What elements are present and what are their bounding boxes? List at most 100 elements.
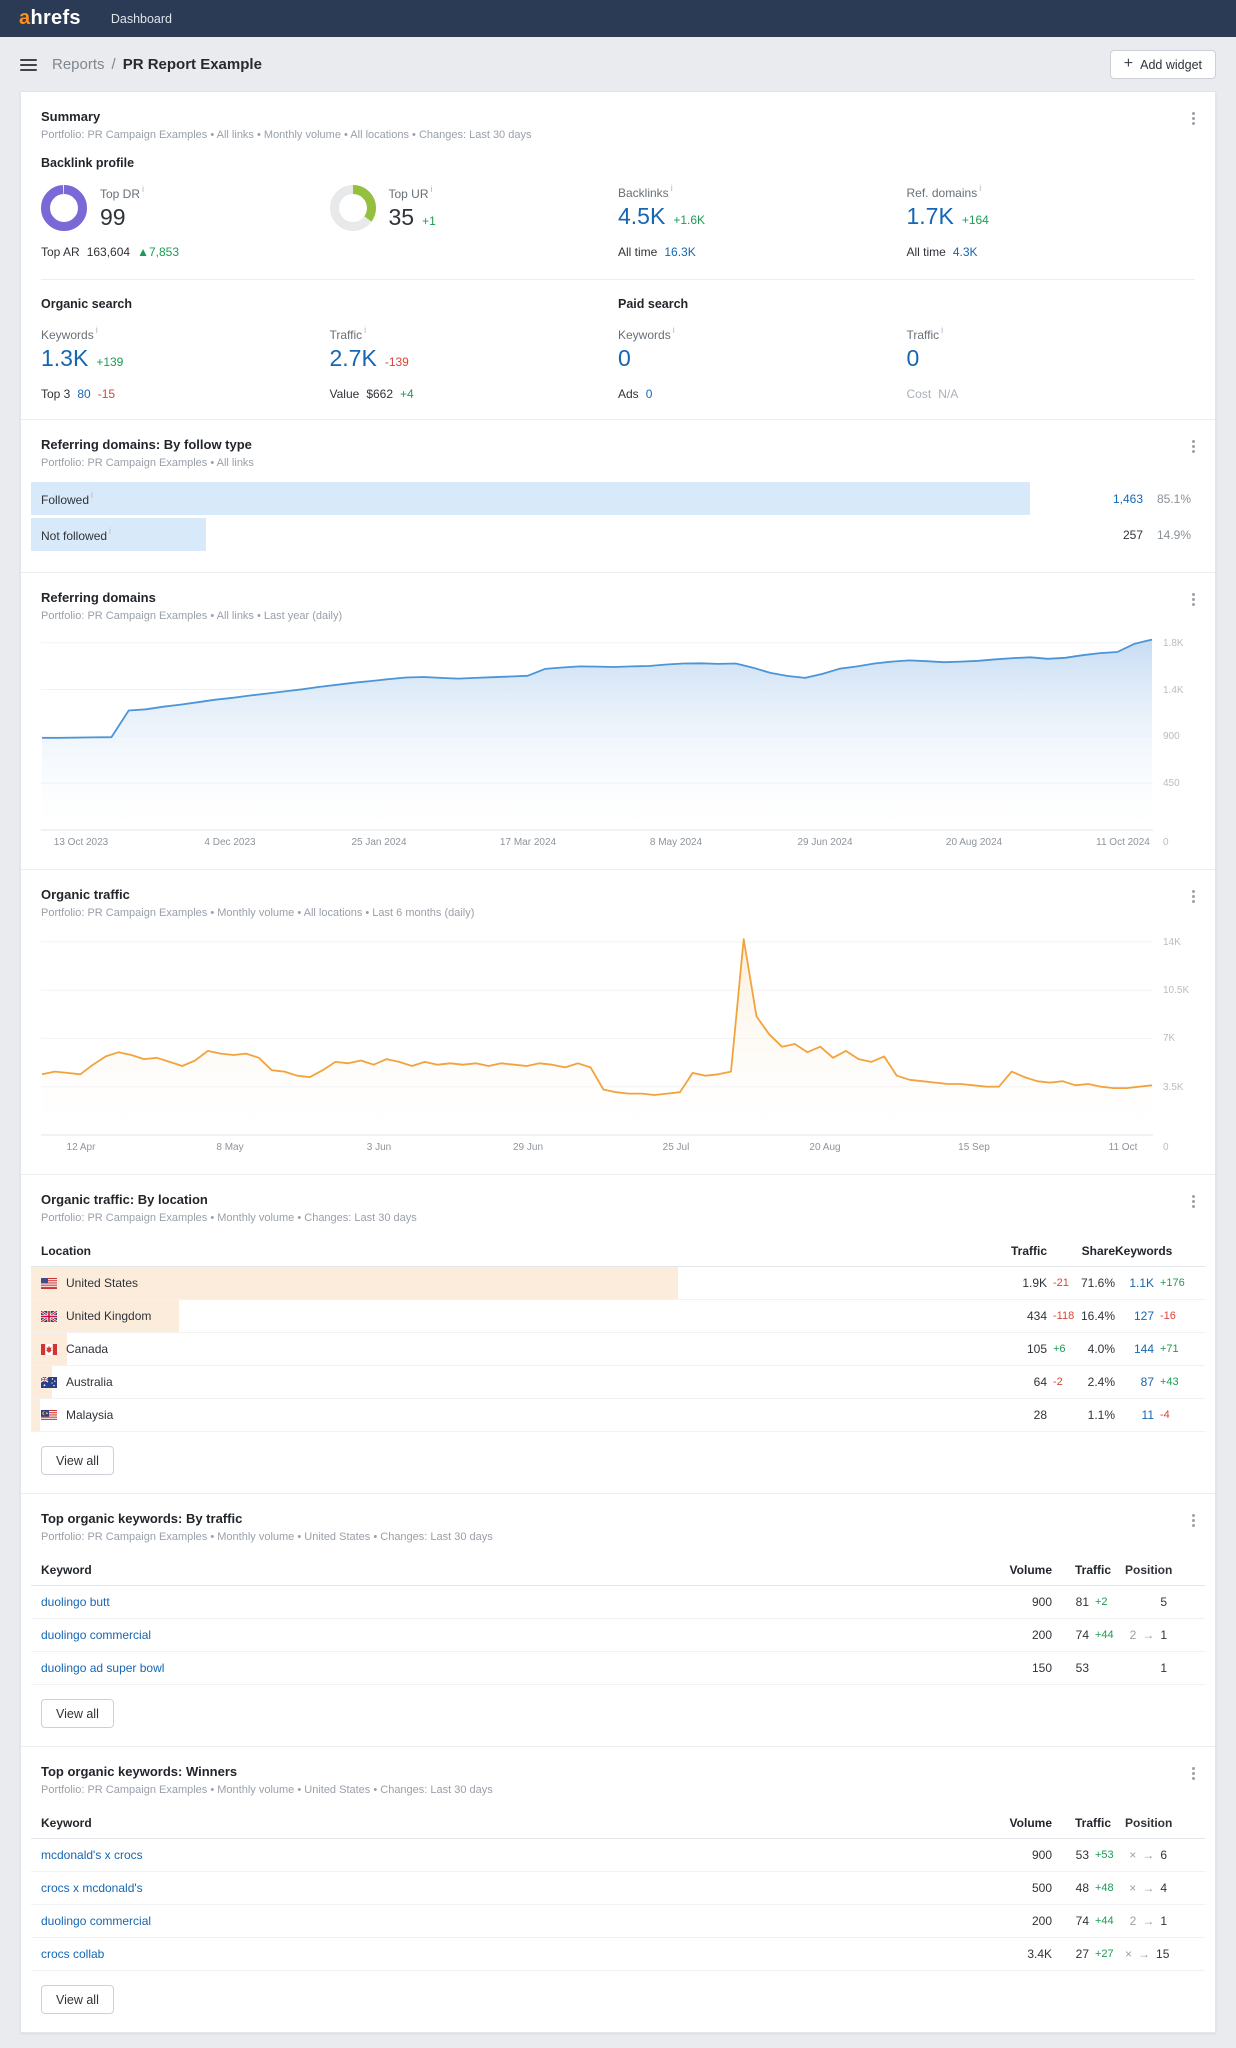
follow-type-row: Followed i 1,463 85.1% <box>31 482 1205 515</box>
paid-keywords-label: Keywords <box>618 328 671 342</box>
alltime-value[interactable]: 16.3K <box>664 245 696 259</box>
keyword-link[interactable]: mcdonald's x crocs <box>41 1848 143 1862</box>
location-traffic-change: -118 <box>1053 1310 1075 1322</box>
paid-traffic-value[interactable]: 0 <box>906 345 920 371</box>
x-axis-tick: 11 Oct 2024 <box>1096 837 1150 848</box>
x-axis-labels: 12 Apr 8 May 3 Jun 29 Jun 25 Jul 20 Aug 15 Sep… <box>41 1136 1195 1156</box>
ref-domains-value[interactable]: 1.7K <box>906 203 954 229</box>
follow-type-label: Not followed i <box>41 525 112 543</box>
keyword-link[interactable]: duolingo commercial <box>41 1914 152 1928</box>
keyword-position: × → 15 <box>1125 1947 1184 1961</box>
location-traffic-change: +6 <box>1053 1343 1066 1355</box>
organic-traffic-value[interactable]: 2.7K <box>329 345 377 371</box>
info-icon[interactable]: i <box>430 184 433 195</box>
position-header: Position <box>1125 1816 1173 1830</box>
keyword-position: × → 4 <box>1125 1881 1184 1895</box>
info-icon[interactable]: i <box>95 325 98 335</box>
location-name: Malaysia <box>66 1408 114 1422</box>
cost-label: Cost <box>906 387 932 401</box>
backlinks-value[interactable]: 4.5K <box>618 203 666 229</box>
top-navbar: ahrefs Dashboard <box>0 0 1236 37</box>
organic-traffic-metric: Traffic i 2.7K -139 Value $662 +4 <box>329 325 619 401</box>
info-icon[interactable]: i <box>109 525 112 536</box>
ref-domains-change: +164 <box>961 213 989 227</box>
location-keywords[interactable]: 11 <box>1141 1408 1154 1422</box>
kebab-menu-icon[interactable] <box>1184 887 1203 906</box>
keyword-traffic-change: +48 <box>1095 1882 1114 1894</box>
traffic-value-subline: Value $662 +4 <box>330 387 619 401</box>
position-new: 5 <box>1160 1595 1167 1609</box>
flag-icon-us <box>41 1277 57 1289</box>
backlinks-label: Backlinks <box>618 186 669 200</box>
top3-value[interactable]: 80 <box>77 387 91 401</box>
x-axis-tick: 20 Aug 2024 <box>945 837 1003 848</box>
x-axis-tick: 4 Dec 2023 <box>204 837 256 848</box>
breadcrumb-reports[interactable]: Reports <box>52 56 105 73</box>
menu-icon[interactable] <box>20 56 37 74</box>
x-axis-tick: 29 Jun 2024 <box>797 837 853 848</box>
location-keywords[interactable]: 87 <box>1140 1375 1154 1389</box>
kebab-menu-icon[interactable] <box>1184 1511 1203 1530</box>
location-rows: United States 1.9K -21 71.6% 1.1K +176 United … <box>31 1267 1205 1432</box>
flag-icon-au <box>41 1376 57 1388</box>
y-axis-tick: 1.8K <box>1163 638 1184 649</box>
add-widget-button[interactable]: + Add widget <box>1109 50 1216 79</box>
x-axis-tick: 25 Jan 2024 <box>351 837 407 848</box>
kebab-menu-icon[interactable] <box>1184 437 1203 456</box>
nav-dashboard[interactable]: Dashboard <box>110 11 172 26</box>
view-all-button[interactable]: View all <box>41 1446 114 1475</box>
keyword-link[interactable]: crocs collab <box>41 1947 105 1961</box>
location-keywords[interactable]: 127 <box>1133 1309 1154 1323</box>
info-icon[interactable]: i <box>364 325 367 335</box>
kebab-menu-icon[interactable] <box>1184 1764 1203 1783</box>
organic-traffic-plot <box>41 938 1153 1136</box>
info-icon[interactable]: i <box>142 184 145 195</box>
position-new: 15 <box>1156 1947 1170 1961</box>
info-icon[interactable]: i <box>670 183 673 193</box>
organic-keywords-metric: Keywords i 1.3K +139 Top 3 80 -15 <box>41 325 330 401</box>
location-share: 1.1% <box>1087 1408 1115 1422</box>
location-row: United Kingdom 434 -118 16.4% 127 -16 <box>31 1300 1205 1333</box>
keyword-link[interactable]: crocs x mcdonald's <box>41 1881 143 1895</box>
location-header: Location <box>41 1244 91 1258</box>
location-name: Australia <box>66 1375 113 1389</box>
paid-traffic-label: Traffic <box>906 328 940 342</box>
referring-domains-subtitle: Portfolio: PR Campaign Examples • All li… <box>41 610 343 622</box>
arrow-right-icon: → <box>1142 1881 1155 1895</box>
kebab-menu-icon[interactable] <box>1184 109 1203 128</box>
keyword-link[interactable]: duolingo ad super bowl <box>41 1661 165 1675</box>
kebab-menu-icon[interactable] <box>1184 590 1203 609</box>
ads-value[interactable]: 0 <box>645 387 653 401</box>
paid-keywords-value[interactable]: 0 <box>618 345 631 371</box>
info-icon[interactable]: i <box>941 325 944 335</box>
info-icon[interactable]: i <box>672 325 675 335</box>
organic-keywords-value[interactable]: 1.3K <box>41 345 89 371</box>
x-axis-tick: 8 May <box>216 1142 244 1153</box>
x-axis-tick: 3 Jun <box>366 1142 392 1153</box>
location-keywords-change: -4 <box>1160 1409 1170 1421</box>
info-icon[interactable]: i <box>979 183 982 193</box>
value-change: +4 <box>400 387 414 401</box>
ahrefs-logo[interactable]: ahrefs <box>19 7 81 30</box>
kebab-menu-icon[interactable] <box>1184 1192 1203 1211</box>
alltime-value[interactable]: 4.3K <box>952 245 978 259</box>
keyword-link[interactable]: duolingo butt <box>41 1595 110 1609</box>
view-all-button[interactable]: View all <box>41 1985 114 2014</box>
top-ur-metric: Top UR i 35 +1 <box>329 184 619 259</box>
position-new: 1 <box>1160 1661 1167 1675</box>
keyword-volume: 150 <box>1031 1661 1052 1675</box>
keyword-position: 5 <box>1125 1595 1184 1609</box>
location-keywords[interactable]: 144 <box>1133 1342 1154 1356</box>
location-traffic: 28 <box>1033 1408 1047 1422</box>
position-header: Position <box>1125 1563 1173 1577</box>
location-keywords[interactable]: 1.1K <box>1129 1276 1154 1290</box>
keyword-traffic: 81 <box>1075 1595 1089 1609</box>
location-keywords-change: +71 <box>1160 1343 1179 1355</box>
breadcrumb-separator: / <box>111 56 116 73</box>
arrow-right-icon: → <box>1138 1947 1151 1961</box>
keyword-link[interactable]: duolingo commercial <box>41 1628 152 1642</box>
info-icon[interactable]: i <box>91 489 94 500</box>
keyword-row: mcdonald's x crocs 900 53 +53 × → 6 <box>31 1839 1205 1872</box>
follow-type-count[interactable]: 1,463 <box>1112 491 1143 506</box>
view-all-button[interactable]: View all <box>41 1699 114 1728</box>
